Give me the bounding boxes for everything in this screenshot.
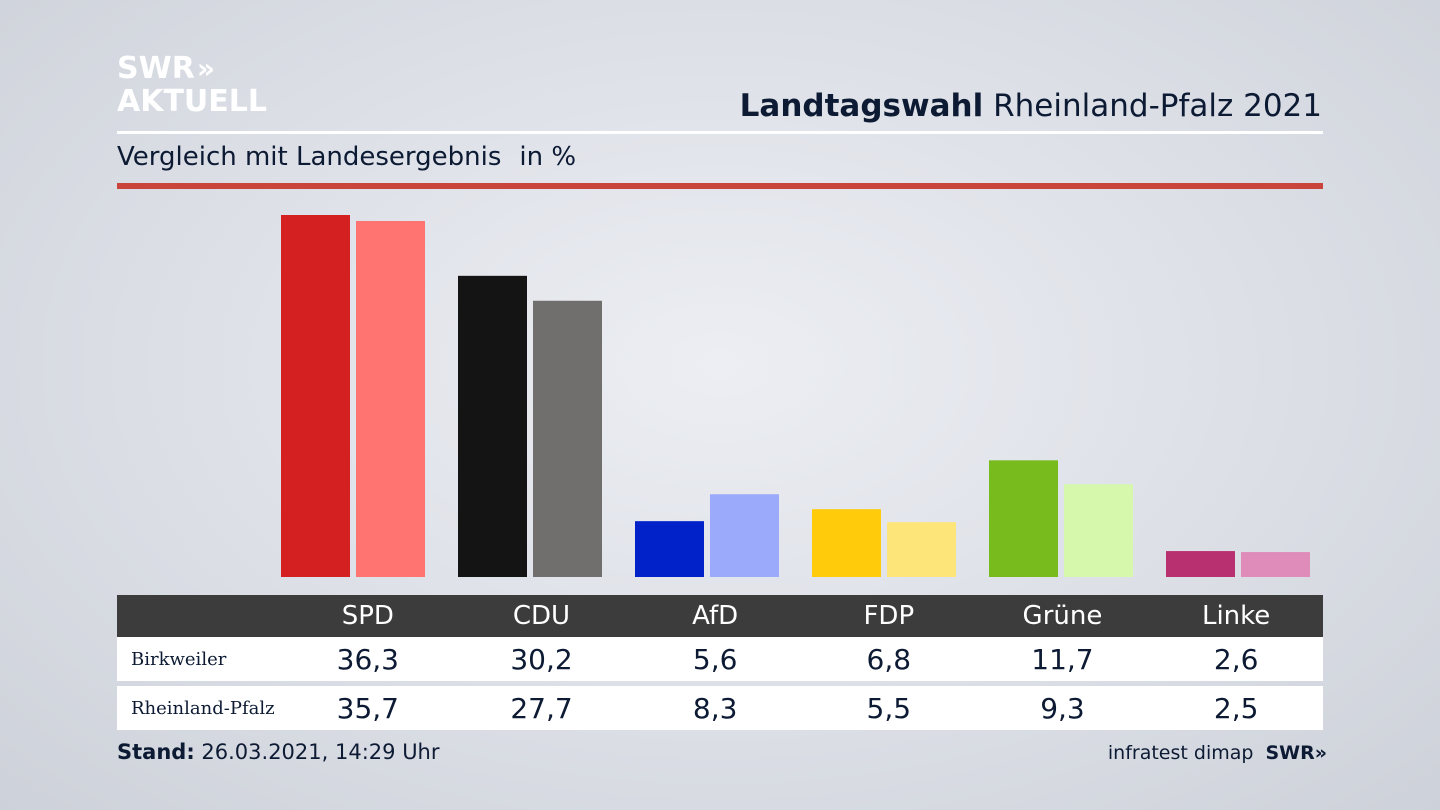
value-cell: 27,7 [454,686,629,730]
party-header-spd: SPD [281,595,455,637]
party-header-row: SPD CDU AfD FDP Grüne Linke [117,595,1323,637]
bar-afd-rheinland-pfalz [710,494,779,577]
bar-gruene-rheinland-pfalz [1064,484,1133,577]
value-cell: 8,3 [628,686,802,730]
party-header-afd: AfD [628,595,802,637]
bar-chart [281,215,1310,578]
value-cell: 11,7 [975,637,1150,681]
bar-linke-rheinland-pfalz [1241,552,1310,577]
swr-aktuell-logo: SWR» AKTUELL [117,54,267,117]
row-label-birkweiler: Birkweiler [117,637,281,681]
title-bold: Landtagswahl [739,88,984,124]
empty-header-cell [117,595,281,637]
party-header-cdu: CDU [454,595,629,637]
bar-fdp-rheinland-pfalz [887,522,956,577]
stand-timestamp: Stand: 26.03.2021, 14:29 Uhr [117,740,440,764]
party-header-linke: Linke [1149,595,1323,637]
table-row: Birkweiler 36,3 30,2 5,6 6,8 11,7 2,6 [117,637,1323,681]
value-cell: 6,8 [801,637,976,681]
bar-spd-rheinland-pfalz [356,220,425,578]
value-cell: 5,6 [628,637,802,681]
value-cell: 35,7 [281,686,455,730]
bar-gruene-birkweiler [989,460,1058,577]
accent-divider [117,183,1323,189]
bar-spd-birkweiler [281,215,350,577]
bar-fdp-birkweiler [812,509,881,577]
footer-chevron-icon: » [1314,742,1327,764]
value-cell: 5,5 [801,686,976,730]
title-rest: Rheinland-Pfalz 2021 [993,88,1322,124]
value-cell: 30,2 [454,637,629,681]
party-header-gruene: Grüne [975,595,1150,637]
bar-linke-birkweiler [1166,551,1235,577]
page-title: Landtagswahl Rheinland-Pfalz 2021 [740,88,1322,124]
value-cell: 36,3 [281,637,455,681]
table-row: Rheinland-Pfalz 35,7 27,7 8,3 5,5 9,3 2,… [117,686,1323,730]
bar-cdu-birkweiler [458,275,527,577]
bar-afd-birkweiler [635,521,704,577]
value-cell: 2,5 [1149,686,1323,730]
value-cell: 2,6 [1149,637,1323,681]
bar-cdu-rheinland-pfalz [533,300,602,577]
header-divider [117,131,1323,134]
footer-swr-logo: SWR [1265,742,1315,764]
subtitle-text: Vergleich mit Landesergebnis [117,142,502,172]
stand-value: 26.03.2021, 14:29 Uhr [201,740,440,764]
chart-subtitle: Vergleich mit Landesergebnis in % [117,142,576,172]
row-label-rheinland-pfalz: Rheinland-Pfalz [117,686,281,730]
logo-swr-text: SWR [117,51,195,86]
source-credit: infratest dimap SWR» [1107,742,1327,764]
stand-label: Stand: [117,740,195,764]
source-text: infratest dimap [1107,742,1254,764]
party-header-fdp: FDP [801,595,976,637]
logo-aktuell-text: AKTUELL [117,84,268,119]
value-cell: 9,3 [975,686,1150,730]
unit-label: in % [519,142,577,172]
results-table: SPD CDU AfD FDP Grüne Linke Birkweiler 3… [117,595,1323,730]
